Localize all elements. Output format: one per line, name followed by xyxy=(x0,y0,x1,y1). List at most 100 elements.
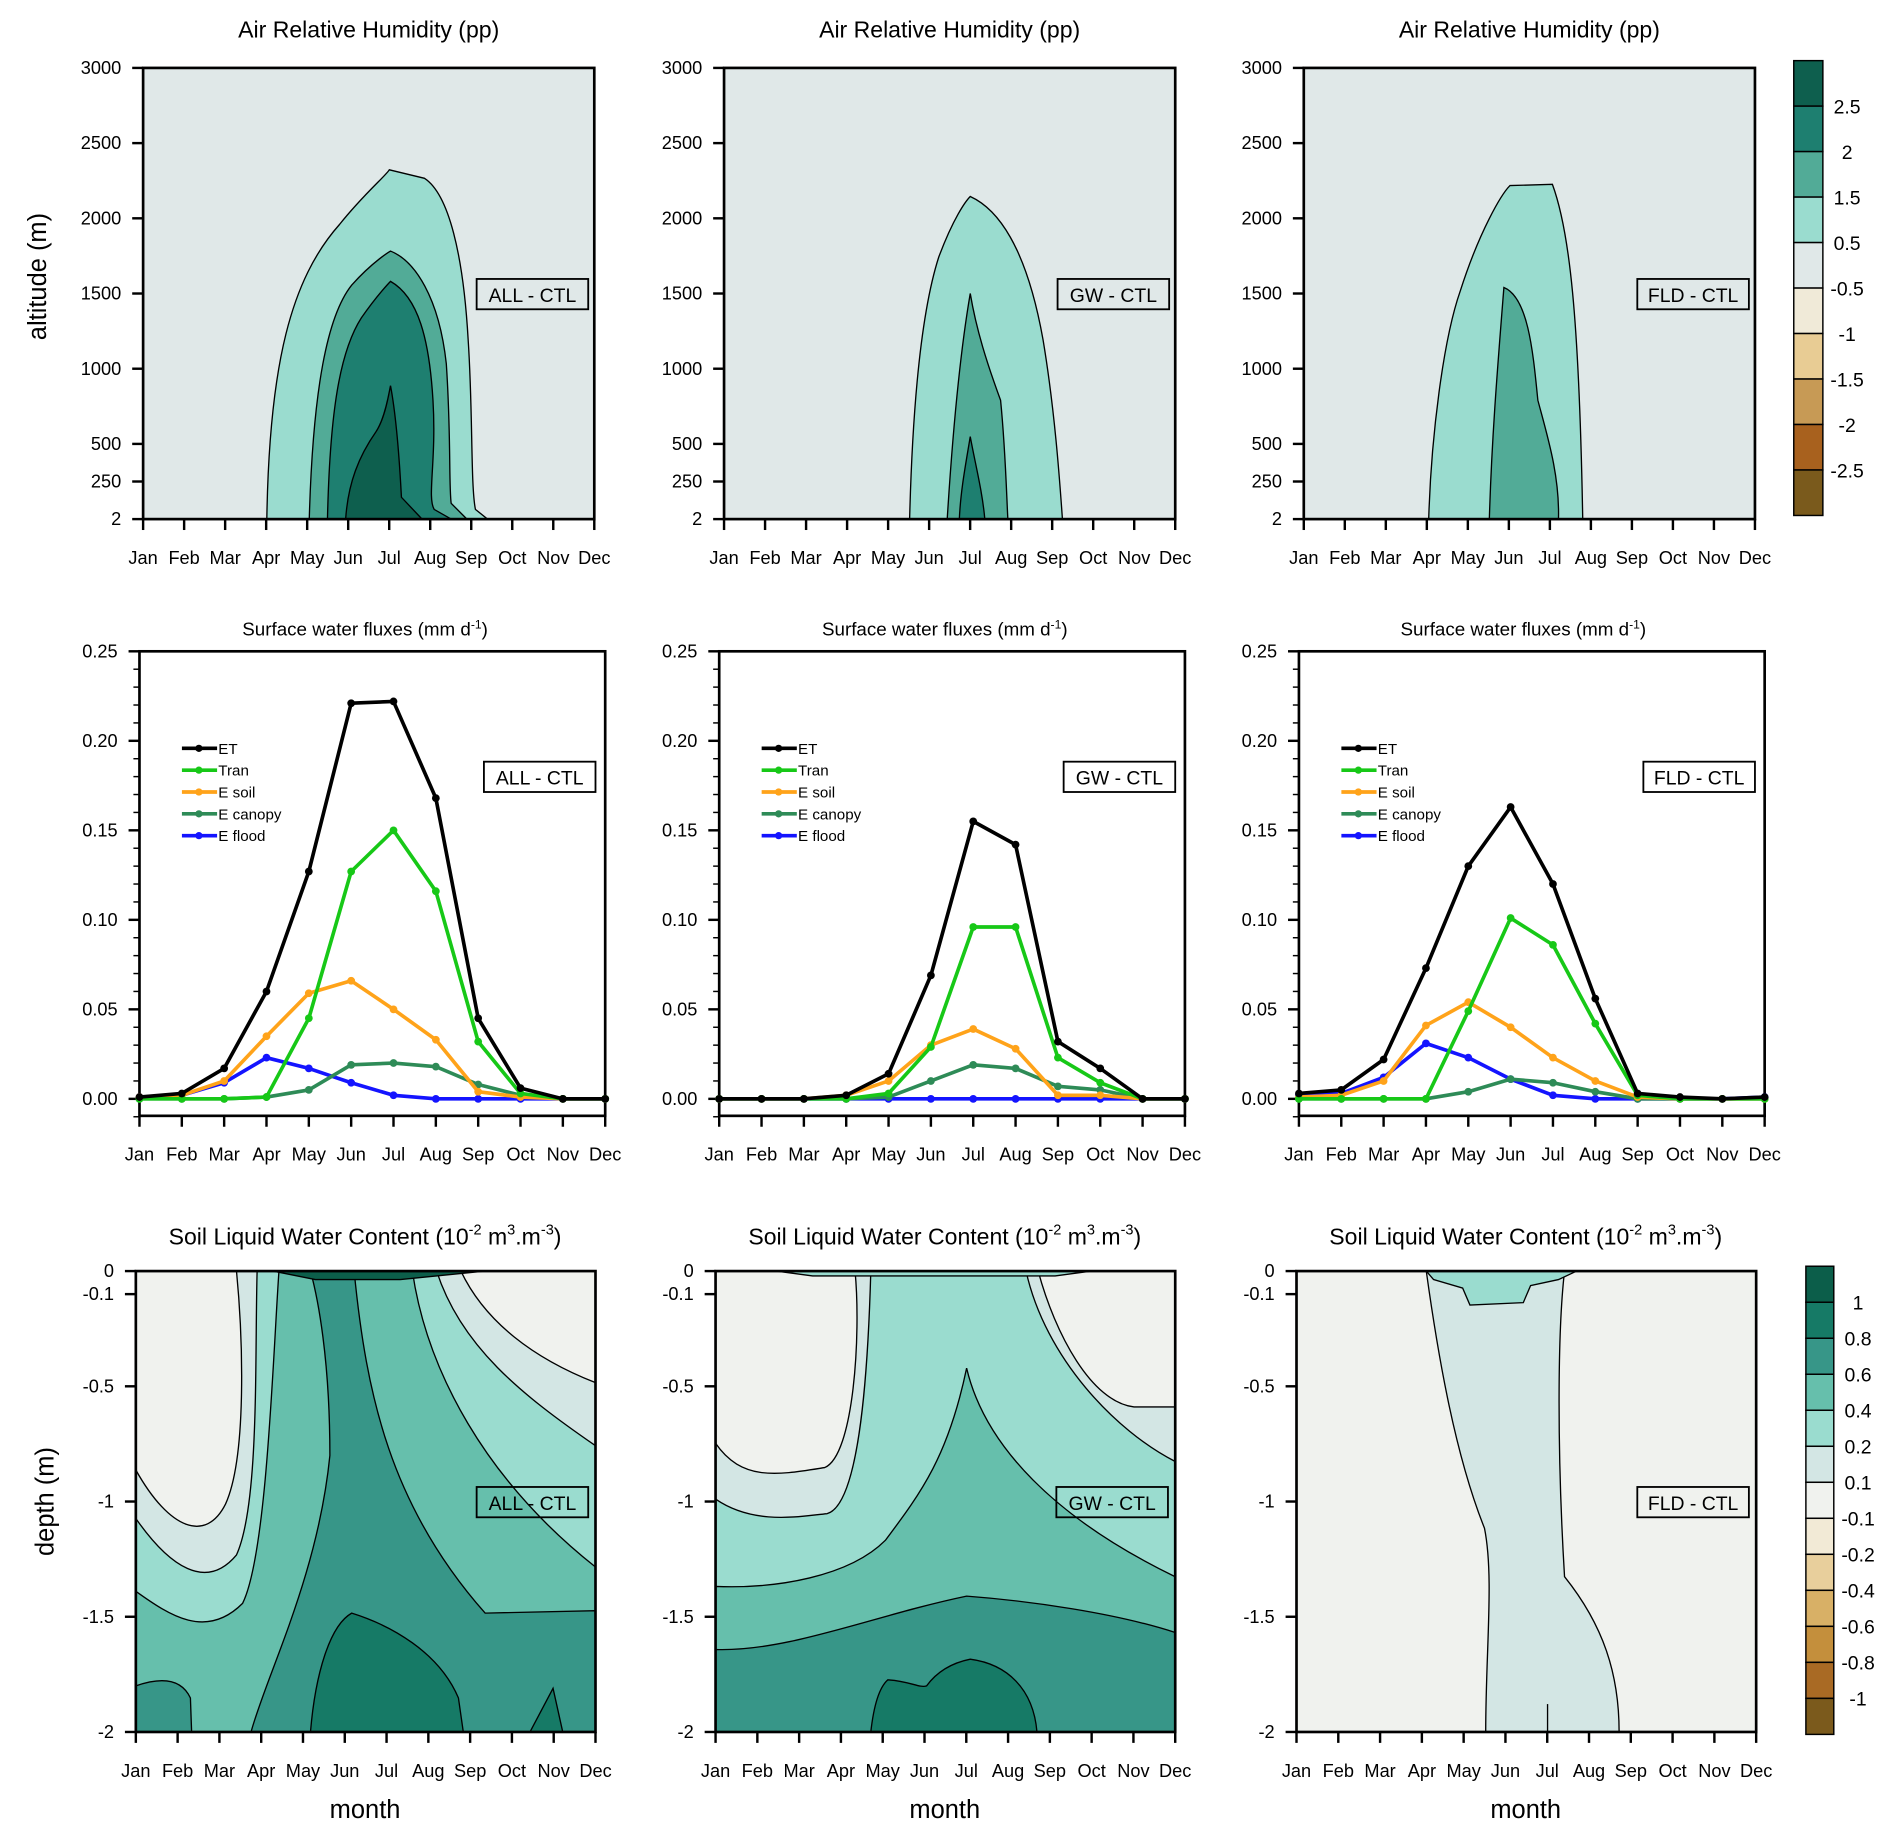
data-point xyxy=(969,1060,978,1069)
colorbar-label: -0.6 xyxy=(1841,1617,1874,1639)
data-point xyxy=(1054,1053,1062,1062)
x-tick-label: Oct xyxy=(506,1145,534,1165)
data-point xyxy=(474,1094,483,1103)
colorbar-label: 0.8 xyxy=(1845,1329,1872,1351)
x-tick-label: Apr xyxy=(1413,548,1441,568)
x-tick-label: Dec xyxy=(1739,548,1771,568)
y-tick-label: 0.00 xyxy=(662,1089,697,1109)
x-tick-label: Feb xyxy=(742,1761,773,1781)
row1-ylabel: altitude (m) xyxy=(24,213,52,340)
x-tick-label: Dec xyxy=(589,1145,621,1165)
legend-marker xyxy=(774,788,783,796)
x-tick-label: Jul xyxy=(382,1145,405,1165)
data-point xyxy=(1054,1037,1062,1046)
legend-label: E canopy xyxy=(798,806,862,823)
x-tick-label: Feb xyxy=(1323,1761,1354,1781)
x-tick-label: Feb xyxy=(749,548,780,568)
x-tick-label: Feb xyxy=(1326,1145,1357,1165)
x-tick-label: Sep xyxy=(462,1145,494,1165)
data-point xyxy=(220,1077,229,1085)
x-tick-label: May xyxy=(292,1145,327,1165)
colorbar-box xyxy=(1805,1589,1835,1628)
colorbar-box xyxy=(1805,1301,1835,1339)
data-point xyxy=(927,1077,935,1085)
panel-label: GW - CTL xyxy=(1070,285,1157,307)
data-point xyxy=(1011,923,1020,931)
y-tick-label: 2 xyxy=(111,509,121,529)
y-tick-label: -1.5 xyxy=(83,1607,114,1627)
x-tick-label: Jun xyxy=(334,548,363,568)
y-tick-label: 0.05 xyxy=(662,999,697,1019)
data-point xyxy=(1633,1089,1642,1098)
data-point xyxy=(1295,1094,1303,1103)
data-point xyxy=(516,1084,525,1092)
data-point xyxy=(389,1059,398,1067)
data-point xyxy=(1549,880,1557,888)
x-tick-label: Apr xyxy=(1408,1761,1436,1781)
y-tick-label: 500 xyxy=(1252,434,1282,454)
data-point xyxy=(969,923,978,931)
panel-label: ALL - CTL xyxy=(489,1493,577,1515)
data-point xyxy=(1506,914,1515,922)
data-point xyxy=(220,1094,229,1103)
data-point xyxy=(1011,1064,1020,1073)
legend-label: E canopy xyxy=(218,806,282,823)
data-point xyxy=(1676,1093,1684,1101)
contour-2 xyxy=(958,436,986,520)
colorbar-box xyxy=(1805,1661,1835,1700)
x-tick-label: Nov xyxy=(537,548,570,568)
data-point xyxy=(927,971,935,980)
colorbar-box xyxy=(1805,1553,1835,1592)
soil-panel-gw: Jan Feb Mar Apr May Jun Jul Aug Sep Oct Nov Dec 0 -0.… xyxy=(662,1261,1191,1781)
x-tick-label: Apr xyxy=(1412,1145,1440,1165)
data-point xyxy=(262,1032,271,1041)
series-line-et xyxy=(139,699,606,1101)
colorbar-box xyxy=(1805,1481,1835,1520)
y-tick-label: 0.25 xyxy=(662,641,697,661)
data-point xyxy=(927,1043,935,1051)
panel-label-box xyxy=(475,1486,590,1519)
y-tick-label: 1000 xyxy=(662,359,702,379)
x-tick-label: Oct xyxy=(498,548,526,568)
data-point xyxy=(389,826,398,835)
x-tick-label: Jan xyxy=(709,548,738,568)
series-line-tran xyxy=(139,828,606,1101)
x-tick-label: Nov xyxy=(1706,1145,1739,1165)
x-tick-label: Jul xyxy=(962,1145,985,1165)
colorbar-box xyxy=(1805,1265,1835,1303)
x-tick-label: Aug xyxy=(995,548,1027,568)
x-tick-label: Mar xyxy=(1370,548,1401,568)
row2-title-2: Surface water fluxes (mm d-1) xyxy=(822,617,1068,639)
legend-marker xyxy=(774,744,783,752)
colorbar-box xyxy=(1793,287,1824,335)
row3-title-3: Soil Liquid Water Content (10-2 m3.m-3) xyxy=(1329,1223,1722,1250)
panel-label-box xyxy=(475,278,590,311)
x-tick-label: Sep xyxy=(1616,548,1648,568)
legend-label: E flood xyxy=(798,828,845,845)
data-point xyxy=(1506,1075,1515,1084)
x-tick-label: Jan xyxy=(128,548,157,568)
legend-marker xyxy=(195,788,203,796)
y-tick-label: -0.1 xyxy=(83,1284,114,1304)
data-point xyxy=(347,1060,356,1069)
legend-label: E soil xyxy=(218,784,255,801)
colorbar-humidity: 2.5 2 1.5 0.5 -0.5 -1 -1.5 -2 -2.5 xyxy=(1793,59,1864,517)
x-tick-label: May xyxy=(1446,1761,1481,1781)
colorbar-box xyxy=(1793,378,1824,426)
x-tick-label: Apr xyxy=(833,548,861,568)
x-tick-label: Aug xyxy=(420,1145,452,1165)
y-tick-label: 0.10 xyxy=(662,910,697,930)
y-tick-label: -0.5 xyxy=(662,1376,693,1396)
x-tick-label: Oct xyxy=(1078,1761,1106,1781)
y-tick-label: 0.10 xyxy=(82,910,117,930)
y-tick-label: -2 xyxy=(678,1722,694,1742)
y-tick-label: 2 xyxy=(692,509,702,529)
x-tick-label: Oct xyxy=(1086,1145,1114,1165)
contour-0.6 xyxy=(714,1595,1176,1733)
x-tick-label: Jun xyxy=(1494,548,1523,568)
x-tick-label: Mar xyxy=(208,1145,239,1165)
colorbar-soil: 1 0.8 0.6 0.4 0.2 0.1 -0.1 -0.2 -0.4 -0.6 -0.8 -1 xyxy=(1805,1265,1875,1736)
data-point xyxy=(969,1094,978,1103)
soil-panel-fld: Jan Feb Mar Apr May Jun Jul Aug Sep Oct Nov Dec 0 -0.… xyxy=(1243,1261,1772,1781)
data-point xyxy=(389,1005,398,1014)
